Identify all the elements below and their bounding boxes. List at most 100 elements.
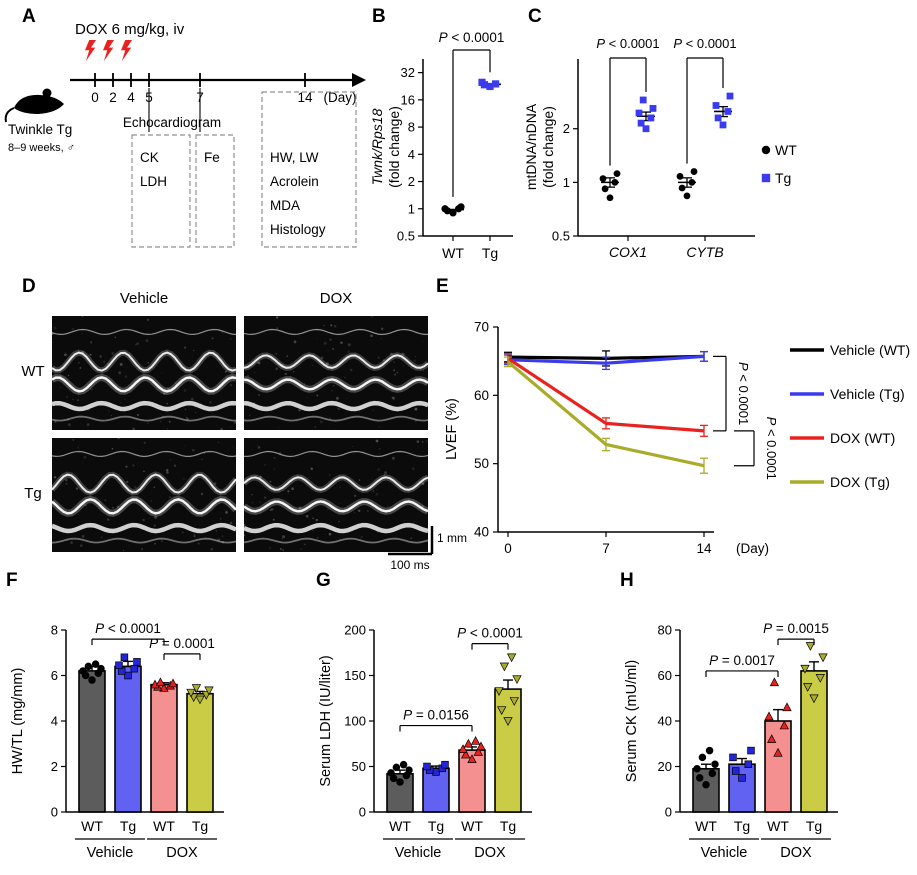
panel-a-study-timeline-diagram: DOX 6 mg/kg, iv0245714(Day)Twinkle Tg8–9…: [4, 21, 366, 248]
svg-text:40: 40: [474, 525, 489, 540]
svg-text:0.5: 0.5: [397, 229, 415, 244]
svg-text:Vehicle (WT): Vehicle (WT): [830, 342, 910, 358]
svg-text:P = 0.0001: P = 0.0001: [149, 636, 215, 651]
echo-image-tg-dox: [244, 438, 428, 552]
svg-text:WT: WT: [442, 245, 464, 261]
svg-text:WT: WT: [775, 142, 797, 158]
svg-text:0.5: 0.5: [552, 229, 570, 244]
svg-text:50: 50: [474, 456, 489, 471]
panel-label-e: E: [436, 276, 449, 297]
echo-image-tg-vehicle: [52, 438, 236, 552]
panel-label-d: D: [22, 276, 36, 297]
svg-text:(Day): (Day): [736, 541, 769, 556]
svg-text:DOX: DOX: [780, 845, 812, 861]
svg-text:0: 0: [504, 541, 512, 556]
svg-text:Tg: Tg: [482, 245, 498, 261]
svg-text:0: 0: [359, 805, 366, 820]
svg-text:(Day): (Day): [324, 90, 357, 105]
svg-text:70: 70: [474, 320, 489, 335]
scale-bars: 1 mm 100 ms: [388, 526, 467, 572]
svg-text:0: 0: [665, 805, 672, 820]
svg-text:40: 40: [658, 714, 672, 729]
panel-label-h: H: [620, 570, 634, 591]
panel-g-serum-ldh-bar-chart: 0 50 100 150 200 WT Tg WT Tg Vehicle DOX P = 0.0156…: [318, 623, 532, 861]
svg-text:100 ms: 100 ms: [390, 558, 429, 572]
svg-text:CK: CK: [140, 150, 159, 165]
svg-text:Vehicle: Vehicle: [87, 845, 134, 861]
svg-text:Tg: Tg: [775, 170, 791, 186]
row-label-tg: Tg: [24, 485, 42, 502]
svg-text:LDH: LDH: [140, 174, 167, 189]
panel-c-mtdna-chart: 0.5 1 2 COX1 CYTB P < 0.0001 P < 0.0001 WT Tg mtD…: [523, 36, 797, 260]
svg-text:2: 2: [408, 174, 415, 189]
svg-text:DOX: DOX: [474, 845, 506, 861]
svg-text:WT: WT: [81, 818, 103, 834]
svg-text:DOX (WT): DOX (WT): [830, 430, 895, 446]
svg-text:DOX 6 mg/kg, iv: DOX 6 mg/kg, iv: [75, 21, 185, 38]
svg-text:WT: WT: [153, 818, 175, 834]
svg-text:1: 1: [408, 201, 415, 216]
svg-text:8–9 weeks, ♂: 8–9 weeks, ♂: [8, 142, 75, 154]
column-label-dox: DOX: [319, 290, 353, 307]
svg-text:Fe: Fe: [204, 150, 220, 165]
svg-text:P < 0.0001: P < 0.0001: [736, 362, 751, 425]
svg-text:HW/TL (mg/mm): HW/TL (mg/mm): [10, 668, 26, 775]
svg-text:20: 20: [658, 759, 672, 774]
svg-text:Tg: Tg: [734, 818, 750, 834]
svg-text:14: 14: [696, 541, 712, 556]
svg-text:Vehicle: Vehicle: [701, 845, 748, 861]
svg-text:WT: WT: [389, 818, 411, 834]
svg-text:(fold change): (fold change): [386, 106, 402, 188]
echo-image-wt-vehicle: [52, 316, 236, 430]
svg-text:P < 0.0001: P < 0.0001: [673, 36, 736, 51]
svg-text:P < 0.0001: P < 0.0001: [439, 30, 505, 45]
svg-text:2: 2: [109, 90, 117, 105]
svg-text:50: 50: [352, 759, 366, 774]
svg-text:1 mm: 1 mm: [437, 531, 467, 545]
svg-text:Tg: Tg: [806, 818, 822, 834]
svg-text:WT: WT: [695, 818, 717, 834]
row-label-wt: WT: [21, 363, 45, 380]
svg-text:WT: WT: [461, 818, 483, 834]
svg-text:2: 2: [51, 759, 58, 774]
svg-text:100: 100: [344, 714, 366, 729]
svg-text:4: 4: [127, 90, 135, 105]
svg-text:P < 0.0001: P < 0.0001: [457, 626, 523, 641]
svg-text:Serum CK (mU/ml): Serum CK (mU/ml): [624, 660, 640, 782]
panel-label-f: F: [6, 570, 18, 591]
svg-text:7: 7: [602, 541, 610, 556]
svg-text:16: 16: [401, 92, 415, 107]
svg-text:4: 4: [51, 714, 58, 729]
svg-text:MDA: MDA: [270, 198, 300, 213]
svg-text:Echocardiogram: Echocardiogram: [123, 115, 221, 130]
svg-text:COX1: COX1: [609, 244, 647, 260]
svg-text:Tg: Tg: [500, 818, 516, 834]
svg-text:P < 0.0001: P < 0.0001: [95, 621, 161, 636]
svg-text:(fold change): (fold change): [540, 106, 556, 188]
panel-label-c: C: [528, 6, 542, 27]
panel-label-b: B: [372, 6, 386, 27]
svg-text:8: 8: [51, 623, 58, 638]
svg-text:WT: WT: [767, 818, 789, 834]
svg-text:Vehicle: Vehicle: [395, 845, 442, 861]
svg-text:32: 32: [401, 65, 415, 80]
svg-text:Acrolein: Acrolein: [270, 174, 319, 189]
svg-text:2: 2: [563, 121, 570, 136]
svg-text:P < 0.0001: P < 0.0001: [764, 417, 779, 480]
panel-h-serum-ck-bar-chart: 0 20 40 60 80 WT Tg WT Tg Vehicle DOX P = 0.0017 P =…: [624, 621, 838, 861]
svg-text:P = 0.0017: P = 0.0017: [709, 653, 775, 668]
svg-text:150: 150: [344, 668, 366, 683]
svg-text:0: 0: [91, 90, 99, 105]
svg-text:Tg: Tg: [428, 818, 444, 834]
svg-text:mtDNA/nDNA: mtDNA/nDNA: [523, 103, 539, 190]
svg-text:Histology: Histology: [270, 222, 326, 237]
svg-text:Twnk/Rps18: Twnk/Rps18: [369, 108, 385, 185]
svg-text:80: 80: [658, 623, 672, 638]
svg-text:Tg: Tg: [120, 818, 136, 834]
svg-text:DOX: DOX: [166, 845, 198, 861]
panel-d-echocardiograms: Vehicle DOX WT Tg 1 mm 100 ms: [8, 288, 467, 574]
svg-text:HW, LW: HW, LW: [270, 150, 319, 165]
svg-text:P = 0.0156: P = 0.0156: [403, 708, 469, 723]
